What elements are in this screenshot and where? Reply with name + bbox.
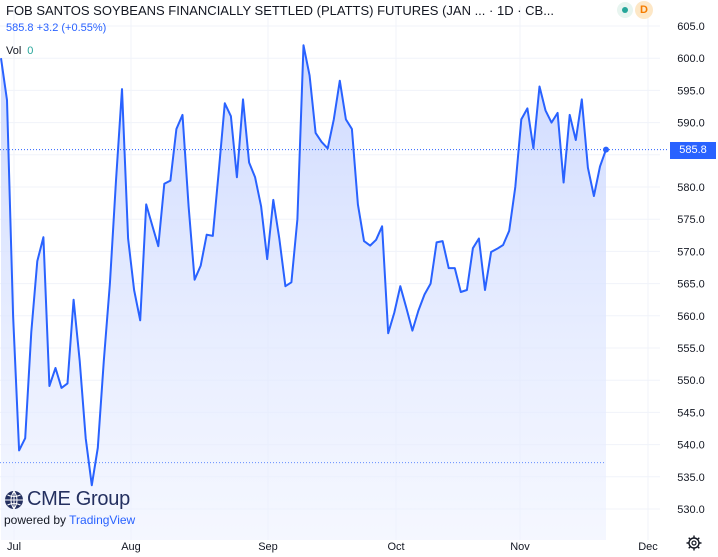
area-series bbox=[0, 44, 668, 541]
y-tick-label: 545.0 bbox=[677, 407, 705, 419]
y-tick-label: 530.0 bbox=[677, 504, 705, 516]
symbol-title[interactable]: FOB SANTOS SOYBEANS FINANCIALLY SETTLED … bbox=[6, 3, 555, 18]
y-tick-label: 555.0 bbox=[677, 343, 705, 355]
y-tick-label: 535.0 bbox=[677, 472, 705, 484]
data-delay-badge[interactable]: D bbox=[635, 1, 653, 19]
last-price-change: 585.8 +3.2 (+0.55%) bbox=[6, 22, 106, 34]
x-tick-label: Dec bbox=[638, 541, 658, 553]
y-tick-label: 550.0 bbox=[677, 375, 705, 387]
area-fill bbox=[1, 45, 606, 541]
powered-by[interactable]: powered by TradingView bbox=[4, 513, 135, 527]
y-tick-label: 600.0 bbox=[677, 53, 705, 65]
status-badges: D bbox=[617, 1, 653, 19]
x-tick-label: Oct bbox=[387, 541, 404, 553]
cme-logo[interactable]: CME Group bbox=[4, 488, 130, 511]
last-point-marker bbox=[603, 146, 609, 153]
x-tick-label: Aug bbox=[121, 541, 141, 553]
volume-legend: Vol 0 bbox=[6, 45, 33, 57]
volume-label: Vol bbox=[6, 45, 22, 57]
y-axis: 605.0600.0595.0590.0585.0580.0575.0570.0… bbox=[677, 21, 705, 516]
y-tick-label: 595.0 bbox=[677, 85, 705, 97]
y-tick-label: 570.0 bbox=[677, 246, 705, 258]
last-price-tag: 585.8 bbox=[670, 142, 716, 159]
market-status-icon[interactable] bbox=[617, 2, 633, 18]
series-line bbox=[0, 44, 607, 487]
price-change: +3.2 (+0.55%) bbox=[36, 22, 107, 34]
y-tick-label: 565.0 bbox=[677, 279, 705, 291]
powered-by-label: powered by bbox=[4, 513, 67, 527]
x-tick-label: Sep bbox=[258, 541, 278, 553]
y-tick-label: 580.0 bbox=[677, 182, 705, 194]
cme-globe-icon bbox=[5, 490, 23, 509]
x-axis: Jul Aug Sep Oct Nov Dec bbox=[7, 541, 658, 553]
volume-value: 0 bbox=[27, 45, 34, 57]
y-tick-label: 560.0 bbox=[677, 311, 705, 323]
y-tick-label: 605.0 bbox=[677, 21, 705, 33]
last-price: 585.8 bbox=[6, 22, 34, 34]
y-tick-label: 590.0 bbox=[677, 118, 705, 130]
y-tick-label: 540.0 bbox=[677, 440, 705, 452]
x-tick-label: Jul bbox=[7, 541, 21, 553]
settings-gear-icon[interactable] bbox=[686, 535, 702, 551]
y-tick-label: 575.0 bbox=[677, 214, 705, 226]
tradingview-link[interactable]: TradingView bbox=[69, 513, 136, 527]
x-tick-label: Nov bbox=[510, 541, 530, 553]
cme-logo-text: CME Group bbox=[27, 488, 130, 510]
